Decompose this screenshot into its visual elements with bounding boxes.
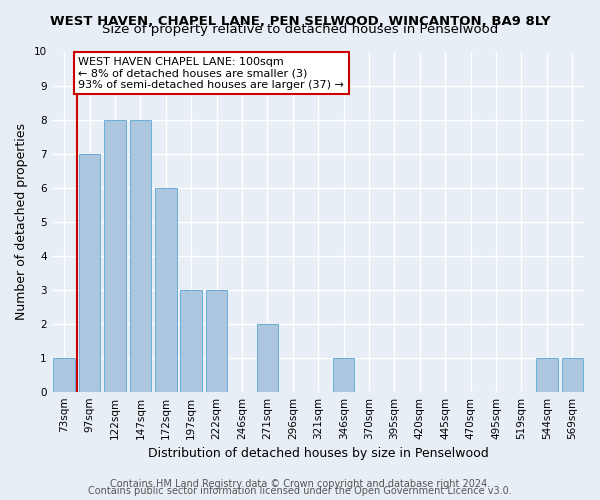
Bar xyxy=(536,358,557,392)
Bar xyxy=(257,324,278,392)
Text: WEST HAVEN, CHAPEL LANE, PEN SELWOOD, WINCANTON, BA9 8LY: WEST HAVEN, CHAPEL LANE, PEN SELWOOD, WI… xyxy=(50,15,550,28)
Bar xyxy=(181,290,202,392)
Text: Contains HM Land Registry data © Crown copyright and database right 2024.: Contains HM Land Registry data © Crown c… xyxy=(110,479,490,489)
Bar xyxy=(206,290,227,392)
Bar xyxy=(53,358,75,392)
X-axis label: Distribution of detached houses by size in Penselwood: Distribution of detached houses by size … xyxy=(148,447,488,460)
Text: Size of property relative to detached houses in Penselwood: Size of property relative to detached ho… xyxy=(102,22,498,36)
Bar xyxy=(130,120,151,392)
Bar xyxy=(104,120,126,392)
Text: Contains public sector information licensed under the Open Government Licence v3: Contains public sector information licen… xyxy=(88,486,512,496)
Bar xyxy=(562,358,583,392)
Text: WEST HAVEN CHAPEL LANE: 100sqm
← 8% of detached houses are smaller (3)
93% of se: WEST HAVEN CHAPEL LANE: 100sqm ← 8% of d… xyxy=(78,56,344,90)
Y-axis label: Number of detached properties: Number of detached properties xyxy=(15,123,28,320)
Bar xyxy=(79,154,100,392)
Bar xyxy=(155,188,176,392)
Bar xyxy=(333,358,355,392)
